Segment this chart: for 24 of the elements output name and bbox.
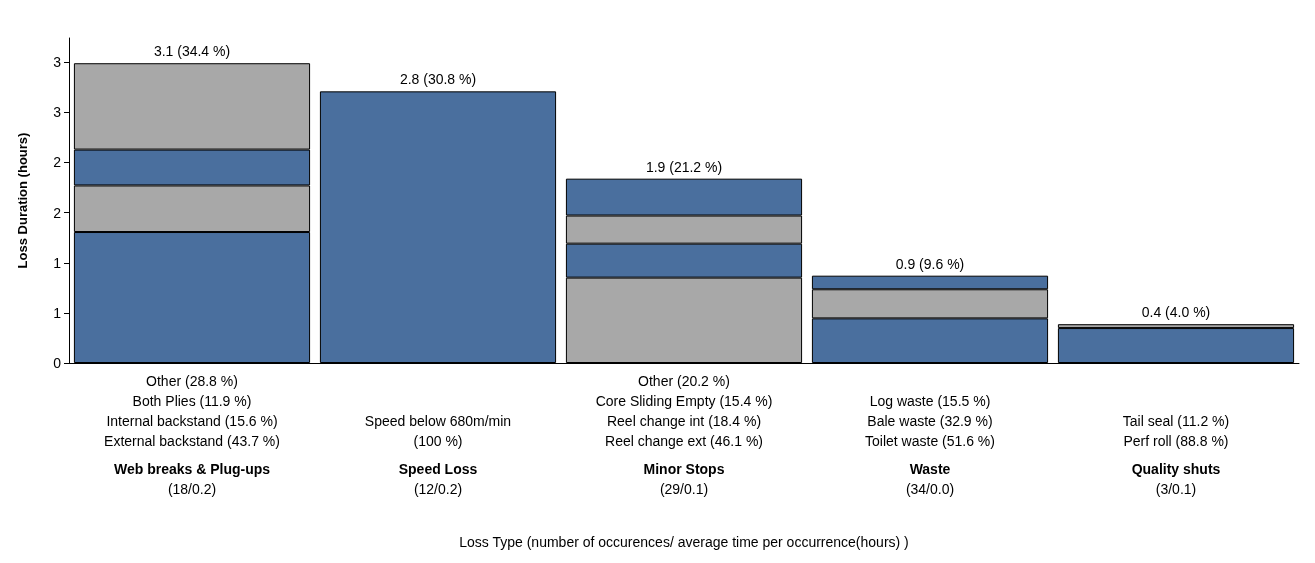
x-tick-label: Minor Stops (29/0.1) xyxy=(643,461,725,497)
x-tick-label: Quality shuts (3/0.1) xyxy=(1131,461,1221,497)
y-tick-label: 0 xyxy=(53,355,62,371)
total-label: 2.8 (30.8 %) xyxy=(399,71,477,88)
y-tick-label: 1 xyxy=(53,304,62,321)
y-tick-label: 2 xyxy=(53,154,62,171)
text: Other (28.8 %) Both Plies (11.9 %) Internal backstand (15.6 %) External backstand (43.7 %) xyxy=(104,373,280,449)
y-tick-label: 2 xyxy=(53,204,62,221)
total-label: 3.1 (34.4 %) xyxy=(153,43,231,60)
y-tick-label: 1 xyxy=(53,254,62,271)
total-label: 0.4 (4.0 %) xyxy=(1141,304,1211,321)
text: Speed below 680m/min (100 %) xyxy=(364,413,512,449)
total-label: 1.9 (21.2 %) xyxy=(645,158,723,175)
text: Other (20.2 %) Core Sliding Empty (15.4 %) Reel change int (18.4 %) Reel change ext (46.1 %) xyxy=(595,373,773,449)
x-tick-label: Speed Loss (12/0.2) xyxy=(398,461,478,497)
y-axis-title: Loss Duration (hours) xyxy=(15,132,30,269)
text: Tail seal (11.2 %) Perf roll (88.8 %) xyxy=(1122,413,1230,449)
y-tick-label: 3 xyxy=(53,104,62,121)
x-axis-title: Loss Type (number of occurences/ average time per occurrence(hours) ) xyxy=(459,534,909,550)
total-label: 0.9 (9.6 %) xyxy=(895,255,965,272)
y-tick-label: 3 xyxy=(53,54,62,71)
x-tick-label: Waste (34/0.0) xyxy=(905,461,955,497)
text: Log waste (15.5 %) Bale waste (32.9 %) Toilet waste (51.6 %) xyxy=(865,393,995,449)
x-tick-label: Web breaks & Plug-ups (18/0.2) xyxy=(113,461,271,497)
